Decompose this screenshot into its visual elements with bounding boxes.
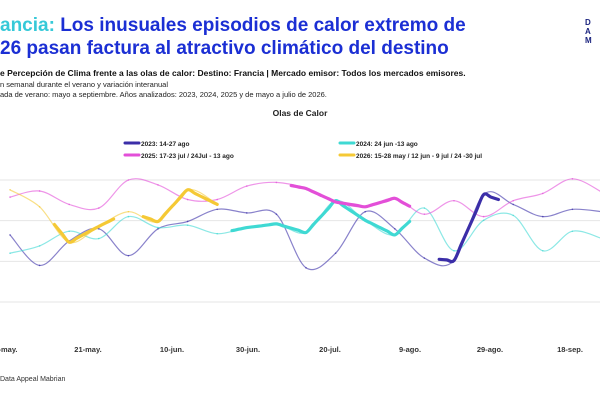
page-title: ancia: Los inusuales episodios de calor … [0, 14, 560, 60]
data-point-2024 [38, 245, 41, 247]
logo-letter: D [585, 18, 591, 27]
heatwave-segment-2023 [437, 192, 500, 264]
data-point-2025 [423, 213, 426, 215]
data-point-2025 [542, 192, 544, 195]
title-accent: ancia: [0, 15, 55, 36]
data-point-2023 [305, 267, 307, 269]
chart-subtitle: e Percepción de Clima frente a las olas … [0, 68, 466, 78]
heatwave-segment-2025 [289, 183, 323, 197]
series-group [9, 177, 600, 271]
data-point-2024 [216, 232, 218, 235]
data-point-2023 [334, 252, 337, 254]
x-tick-label: 29-ago. [477, 345, 503, 354]
data-point-2024 [68, 230, 70, 233]
data-point-2023 [98, 228, 100, 230]
data-point-2024 [9, 252, 11, 254]
legend-label-2025: 2025: 17-23 jul / 24Jul - 13 ago [141, 153, 234, 160]
x-tick-label: 18-sep. [557, 345, 583, 354]
data-point-2024 [512, 214, 514, 217]
source-footer: Data Appeal Mabrian [0, 376, 66, 383]
data-point-2025 [512, 199, 514, 202]
grid [0, 179, 600, 303]
legend: 2023: 14-27 ago 2024: 24 jun -13 ago 2025:… [123, 141, 482, 160]
data-point-2023 [38, 264, 41, 267]
data-point-2023 [364, 210, 367, 213]
data-point-2025 [38, 190, 41, 192]
x-tick-label: -may. [0, 345, 18, 354]
data-point-2023 [542, 215, 544, 218]
logo-letter: M [585, 36, 592, 45]
x-tick-label: 9-ago. [399, 345, 421, 354]
data-point-2025 [482, 215, 485, 218]
data-point-2023 [423, 257, 426, 259]
data-point-2024 [482, 219, 485, 222]
data-point-2025 [571, 177, 574, 180]
data-point-2025 [68, 203, 70, 206]
data-point-2025 [453, 199, 455, 202]
legend-label-2023: 2023: 14-27 ago [141, 141, 189, 148]
data-point-2025 [9, 196, 11, 198]
data-point-2023 [9, 234, 11, 236]
data-point-2025 [186, 198, 189, 201]
logo-letter: A [585, 27, 591, 36]
data-point-2024 [157, 226, 159, 229]
x-axis: -may. 21-may. 10-jun. 30-jun. 20-jul. 9-ago. 2… [0, 345, 583, 354]
data-point-2023 [394, 228, 396, 230]
data-point-2025 [157, 184, 159, 186]
data-point-2025 [98, 207, 100, 209]
data-point-2023 [216, 208, 218, 211]
chart-note-1: n semanal durante el verano y variación … [0, 80, 169, 89]
heatwave-segment-2025 [319, 193, 412, 209]
series-line-2023 [9, 191, 600, 271]
title-line-2: 26 pasan factura al atractivo climático … [0, 38, 449, 59]
heatwave-segment-2026 [52, 217, 116, 244]
data-point-2023 [157, 228, 159, 230]
data-point-2023 [512, 203, 514, 206]
heatwave-segment-2026 [141, 188, 219, 224]
x-tick-label: 30-jun. [236, 345, 260, 354]
data-point-2024 [571, 230, 574, 233]
data-point-2025 [127, 179, 130, 181]
data-point-2023 [275, 213, 278, 215]
x-tick-label: 10-jun. [160, 345, 184, 354]
data-point-2025 [275, 181, 278, 184]
chart-title: Olas de Calor [273, 108, 328, 118]
data-point-2023 [246, 212, 248, 214]
data-point-2026 [127, 210, 130, 213]
series-line-2025 [9, 178, 600, 218]
title-line-1: Los inusuales episodios de calor extremo… [60, 15, 466, 36]
data-point-2023 [186, 220, 189, 223]
data-point-2026 [9, 188, 11, 191]
data-point-2024 [127, 215, 130, 218]
data-point-2024 [453, 249, 455, 252]
data-point-2024 [423, 207, 426, 209]
data-point-2024 [186, 224, 189, 226]
data-point-2023 [127, 254, 130, 257]
chart-note-2: ada de verano: mayo a septiembre. Años a… [0, 90, 327, 99]
legend-label-2026: 2026: 15-28 may / 12 jun - 9 jul / 24 -3… [356, 153, 482, 160]
x-tick-label: 21-may. [74, 345, 101, 354]
data-point-2024 [98, 237, 100, 240]
data-point-2024 [542, 249, 544, 252]
heatwave-segment-2024 [230, 199, 412, 237]
data-point-2026 [38, 206, 41, 208]
series-line-2026 [9, 188, 218, 244]
data-point-2025 [246, 185, 248, 187]
data-point-2025 [216, 198, 218, 201]
legend-label-2024: 2024: 24 jun -13 ago [356, 141, 418, 148]
data-point-2023 [571, 208, 574, 211]
x-tick-label: 20-jul. [319, 345, 341, 354]
brand-logo: D A M [585, 18, 600, 48]
